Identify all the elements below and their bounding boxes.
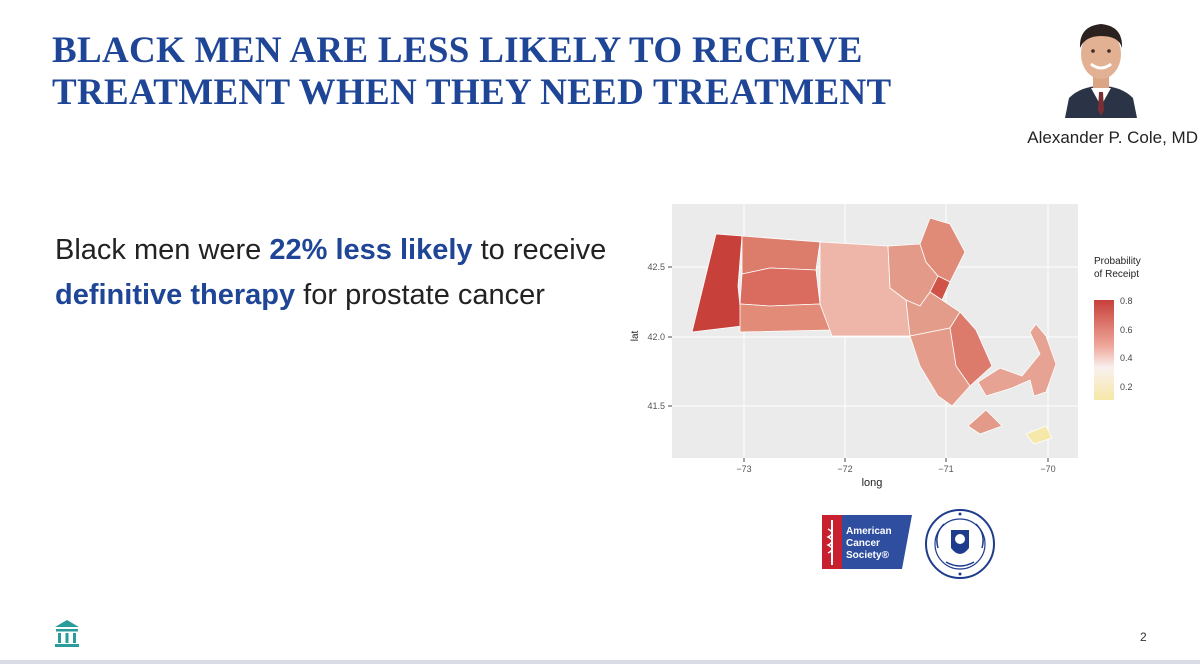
highlight-22-percent: 22% less likely <box>269 234 473 266</box>
speaker-name: Alexander P. Cole, MD <box>1027 128 1198 147</box>
y-axis-label: lat <box>630 330 641 341</box>
page-number: 2 <box>1140 630 1147 644</box>
legend-colorbar <box>1094 300 1114 400</box>
highlight-definitive-therapy: definitive therapy <box>55 279 296 311</box>
y-tick-42-0: 42.0 <box>647 332 665 342</box>
x-axis: −73 −72 −71 −70 long <box>736 458 1056 489</box>
legend-tick-0-8: 0.8 <box>1120 296 1133 306</box>
institution-building-icon <box>55 620 79 647</box>
region-barnstable <box>977 323 1057 397</box>
legend-title-line-1: Probability <box>1094 256 1141 267</box>
x-tick-72: −72 <box>837 464 852 474</box>
acs-line-1: American <box>846 526 892 537</box>
body-suffix: for prostate cancer <box>295 279 545 311</box>
body-prefix: Black men were <box>55 234 270 266</box>
choropleth-map: 42.5 42.0 41.5 lat −73 −72 −71 −70 long … <box>620 196 1200 496</box>
slide-title-line-2: TREATMENT WHEN THEY NEED TREATMENT <box>52 72 892 113</box>
region-hampden <box>739 303 833 333</box>
x-tick-70: −70 <box>1040 464 1055 474</box>
county-regions <box>691 217 1057 445</box>
region-essex <box>919 217 966 283</box>
legend-title-line-2: of Receipt <box>1094 269 1139 280</box>
legend-tick-0-2: 0.2 <box>1120 382 1133 392</box>
key-finding-text: Black men were 22% less likely to receiv… <box>55 228 615 318</box>
region-nantucket <box>1025 425 1053 445</box>
x-axis-label: long <box>862 477 883 489</box>
map-legend: Probability of Receipt 0.8 0.6 0.4 0.2 <box>1094 256 1141 400</box>
acs-line-2: Cancer <box>846 538 880 549</box>
x-tick-71: −71 <box>938 464 953 474</box>
y-axis: 42.5 42.0 41.5 lat <box>630 262 672 411</box>
region-hampshire <box>739 267 821 307</box>
region-bristol <box>909 327 971 407</box>
acs-line-3: Society® <box>846 550 890 561</box>
legend-tick-0-6: 0.6 <box>1120 325 1133 335</box>
american-cancer-society-logo: American Cancer Society® <box>822 515 912 569</box>
region-dukes <box>967 409 1003 435</box>
bottom-bar <box>0 660 1200 664</box>
y-tick-41-5: 41.5 <box>647 401 665 411</box>
x-tick-73: −73 <box>736 464 751 474</box>
slide-title: BLACK MEN ARE LESS LIKELY TO RECEIVE TRE… <box>52 30 1032 114</box>
legend-tick-0-4: 0.4 <box>1120 353 1133 363</box>
state-dph-seal-icon <box>925 509 995 579</box>
body-middle: to receive <box>472 234 607 266</box>
map-svg: 42.5 42.0 41.5 lat −73 −72 −71 −70 long … <box>630 204 1141 489</box>
y-tick-42-5: 42.5 <box>647 262 665 272</box>
speaker-photo <box>1061 6 1141 118</box>
slide-title-line-1: BLACK MEN ARE LESS LIKELY TO RECEIVE <box>52 30 863 71</box>
